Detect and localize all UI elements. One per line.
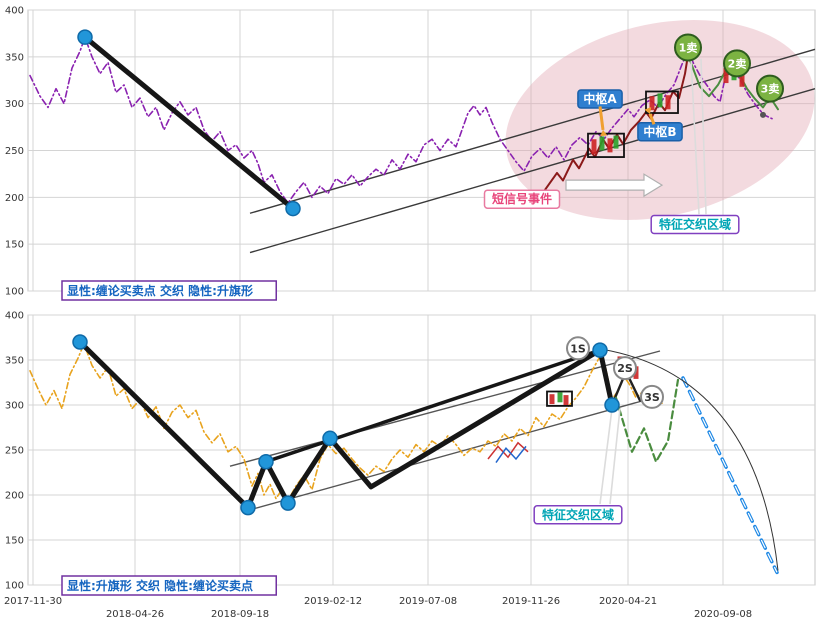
marker-label: 3S [644,391,660,404]
candle [665,95,671,110]
candle [649,96,655,111]
marker-label: 2卖 [728,56,747,70]
y-tick-label: 300 [5,401,24,412]
pivot-box [587,132,625,158]
leader-line [700,58,707,215]
marker-label: 3卖 [761,82,780,96]
candle [723,68,729,84]
arrowhead [644,107,652,114]
pivot-box [645,90,679,114]
y-tick-label: 250 [5,446,24,457]
panel-caption-label: 显性:升旗形 交织 隐性:缠论买卖点 [67,578,253,593]
pivot-dot [280,495,296,511]
annotation-badge-label: 短信号事件 [492,191,552,206]
x-tick-label: 2020-09-08 [694,609,752,620]
x-tick-label: 2019-02-12 [304,596,362,607]
pivot-dot [604,397,620,413]
candle [599,136,605,151]
pivot-dot [592,342,608,358]
marker-label: 1S [570,342,586,355]
annotation-badge [650,214,740,235]
forecast-blue-line-overlay [682,377,778,573]
sell-point-marker [756,74,784,103]
candle [557,392,563,403]
pole-line [82,34,296,212]
y-tick-label: 300 [5,99,24,110]
candle [739,71,745,87]
candle [549,394,555,405]
s-point-marker [640,384,664,409]
pivot-dot [322,430,338,447]
panel-caption-label: 显性:缠论买卖点 交织 隐性:升旗形 [67,283,253,298]
leader-line [599,408,613,505]
y-tick-label: 100 [5,581,24,592]
sell-point-marker [674,33,702,62]
pivot-dot [77,29,93,45]
pivot-dot [72,334,88,350]
annotation-badge [637,122,683,142]
mini-zigzag [487,441,529,460]
y-tick-label: 350 [5,356,24,367]
y-tick-label: 200 [5,193,24,204]
y-tick-label: 200 [5,491,24,502]
candle [563,395,569,405]
leader-line [609,408,621,505]
annotation-badge-label: 特征交织区域 [542,507,614,522]
panel-bottom: 400 350 300 250 200 150 100 2017-11-30 2018-04-2… [4,311,816,620]
x-tick-label: 2018-09-18 [211,609,269,620]
annotation-badge [533,505,623,525]
x-tick-label: 2019-07-08 [399,596,457,607]
event-block-arrow [565,173,664,198]
y-tick-label: 350 [5,52,24,63]
s-point-marker [613,356,637,381]
y-tick-label: 400 [5,311,24,322]
small-dot [760,111,766,118]
annotation-badge [483,189,561,209]
y-tick-label: 150 [5,536,24,547]
channel-lower-line [244,395,661,512]
y-tick-label: 400 [5,6,24,17]
y-tick-label: 150 [5,240,24,251]
badge-arrow [648,113,656,125]
panel-caption-box [61,575,277,596]
arrowhead [600,129,608,137]
leader-line [690,58,700,215]
x-tick-label: 2020-04-21 [599,596,657,607]
marker-label: 1卖 [679,40,698,54]
annotation-badge-label: 特征交织区域 [659,216,731,231]
forecast-green-line [614,378,680,463]
projection-curve [601,348,779,571]
pivot-dot [258,453,274,470]
pivot-box [546,390,573,407]
panel-caption-box [61,280,277,301]
candle [591,139,597,155]
x-tick-label: 2018-04-26 [106,609,164,620]
channel-upper-line [229,350,661,467]
annotation-badge-label: 中枢A [583,91,617,106]
candle [613,135,619,149]
s-point-marker [566,336,590,361]
candle [607,138,613,153]
y-tick-label: 250 [5,146,24,157]
channel-upper-line [249,48,816,214]
candle [657,93,663,108]
marker-label: 2S [617,362,633,375]
price-line [29,36,773,204]
badge-arrow [598,106,605,131]
x-tick-label: 2019-11-26 [502,596,560,607]
pivot-dot [285,200,301,217]
mini-zigzag [495,445,527,464]
x-tick-label: 2017-11-30 [4,596,62,607]
pivot-dot [240,499,256,516]
annotation-badge-label: 中枢B [643,124,676,139]
flag-upper-line [264,348,602,464]
y-tick-label: 100 [5,287,24,298]
sell-point-marker [723,49,751,78]
channel-lower-line [249,88,816,254]
pole-line [77,339,615,511]
